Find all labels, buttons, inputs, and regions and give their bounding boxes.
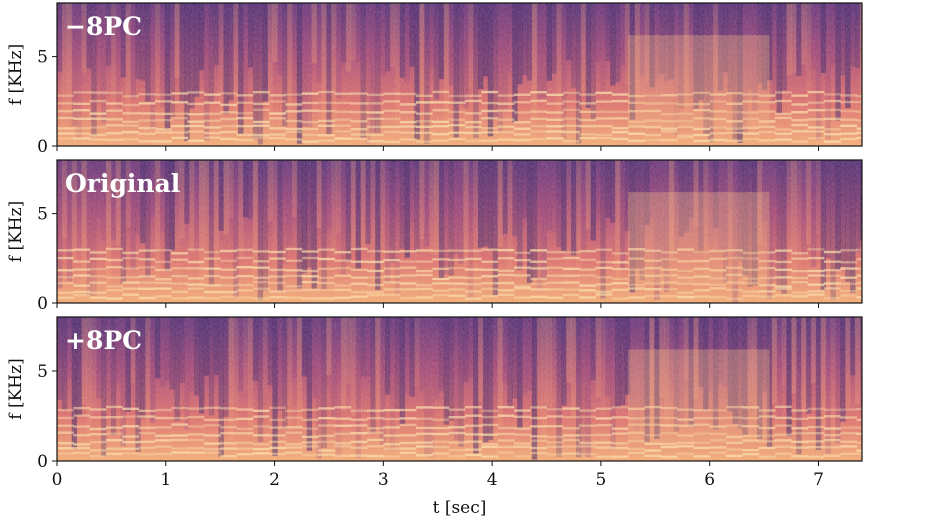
panel-frame bbox=[56, 2, 863, 147]
spectrogram-panel-3 bbox=[57, 317, 862, 461]
y-tick-label: 5 bbox=[37, 48, 48, 68]
x-tick-label: 4 bbox=[487, 470, 498, 490]
panel-label: Original bbox=[65, 169, 180, 198]
x-tick-label: 7 bbox=[813, 470, 824, 490]
x-tick-label: 1 bbox=[160, 470, 171, 490]
y-axis-label: f [KHz] bbox=[6, 201, 26, 262]
x-tick-label: 5 bbox=[596, 470, 607, 490]
y-tick-label: 0 bbox=[37, 137, 48, 157]
y-tick-label: 5 bbox=[37, 362, 48, 382]
x-tick-label: 2 bbox=[269, 470, 280, 490]
spectral-noise bbox=[57, 317, 862, 461]
panel-frame bbox=[56, 159, 863, 304]
spectral-noise bbox=[57, 3, 862, 146]
spectrogram-panel-2 bbox=[57, 160, 862, 303]
panel-label: −8PC bbox=[65, 12, 142, 41]
panel-label: +8PC bbox=[65, 326, 142, 355]
y-tick-label: 0 bbox=[37, 452, 48, 472]
y-axis-label: f [KHz] bbox=[6, 358, 26, 419]
x-tick-label: 3 bbox=[378, 470, 389, 490]
y-tick-label: 5 bbox=[37, 205, 48, 225]
y-axis-label: f [KHz] bbox=[6, 44, 26, 105]
x-tick-label: 0 bbox=[52, 470, 63, 490]
x-tick-label: 6 bbox=[704, 470, 715, 490]
spectrogram-panel-1 bbox=[57, 3, 862, 146]
spectral-noise bbox=[57, 160, 862, 303]
y-tick-label: 0 bbox=[37, 294, 48, 314]
panel-frame bbox=[56, 316, 863, 462]
x-axis-label: t [sec] bbox=[433, 498, 487, 518]
